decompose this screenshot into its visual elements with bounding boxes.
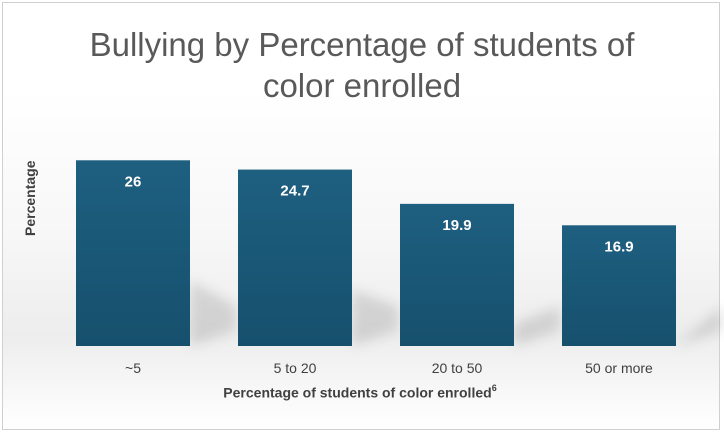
data-label-0: 26 (125, 173, 142, 190)
data-label-1: 24.7 (280, 183, 309, 200)
bar-0 (76, 160, 190, 346)
bar-2 (400, 203, 514, 346)
x-tick-label-2: 20 to 50 (432, 360, 483, 376)
bar-3 (562, 225, 676, 346)
bar-shadow (190, 280, 236, 346)
bar-shadow (352, 289, 398, 346)
chart-title: Bullying by Percentage of students of co… (89, 26, 635, 104)
data-label-3: 16.9 (604, 238, 633, 255)
x-tick-label-1: 5 to 20 (274, 360, 317, 376)
bar-shadow (676, 306, 722, 346)
x-axis-label-text: Percentage of students of color enrolled (223, 384, 492, 401)
bar-1 (238, 169, 352, 346)
data-label-2: 19.9 (442, 217, 471, 234)
x-tick-label-3: 50 or more (585, 360, 653, 376)
x-axis-label-footnote: 6 (491, 383, 497, 393)
x-tick-label-0: ~5 (125, 360, 141, 376)
x-axis-label: Percentage of students of color enrolled… (100, 383, 620, 401)
bar-shadow (514, 306, 560, 346)
